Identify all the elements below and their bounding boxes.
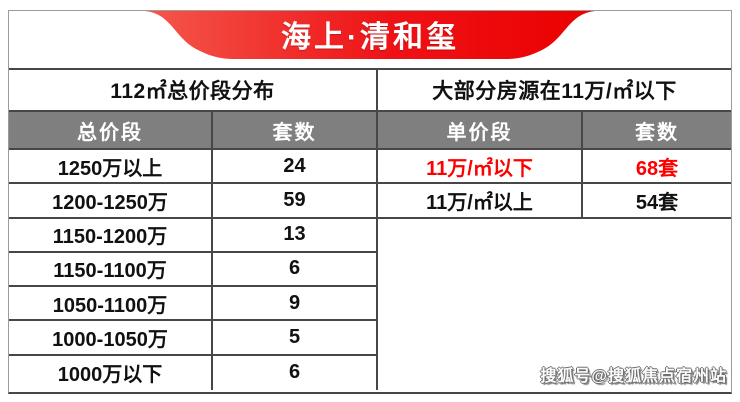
table-cell-range: 1200-1250万 [9,184,213,219]
table-cell-count: 54套 [583,184,731,219]
infographic-frame: 海上·清和玺 112㎡总价段分布 大部分房源在11万/㎡以下 总价段 套数 单价… [8,10,732,394]
table-cell-count: 5 [213,321,378,356]
table-cell-count: 24 [213,150,378,185]
header-unit-price-range: 单价段 [378,112,583,150]
left-section-title: 112㎡总价段分布 [9,70,378,112]
table-cell-count: 13 [213,218,378,253]
table-cell-count: 59 [213,184,378,219]
table-cell-range: 1050-1100万 [9,287,213,322]
table-cell-range: 11万/㎡以上 [378,184,583,219]
table-cell-range: 1250万以上 [9,150,213,185]
table-cell-range: 1000-1050万 [9,321,213,356]
empty-area: 搜狐号@搜狐焦点宿州站 [378,218,731,390]
table-cell-count: 6 [213,252,378,288]
page-title: 海上·清和玺 [281,21,459,54]
table-cell-count: 6 [213,355,378,390]
header-total-price-range: 总价段 [9,112,213,150]
table-cell-range: 1150-1200万 [9,218,213,253]
table-cell-count: 9 [213,287,378,322]
table-cell-count-highlight: 68套 [583,150,731,185]
right-section-title: 大部分房源在11万/㎡以下 [378,70,731,112]
table-cell-range: 1150-1100万 [9,252,213,288]
price-tables: 112㎡总价段分布 大部分房源在11万/㎡以下 总价段 套数 单价段 套数 12… [9,70,731,390]
watermark: 搜狐号@搜狐焦点宿州站 [540,367,727,385]
ribbon-banner-graphic [145,11,595,59]
header-total-unit-count: 套数 [213,112,378,150]
table-cell-range-highlight: 11万/㎡以下 [378,150,583,185]
banner: 海上·清和玺 [9,11,731,70]
header-unit-count: 套数 [583,112,731,150]
table-cell-range: 1000万以下 [9,355,213,390]
